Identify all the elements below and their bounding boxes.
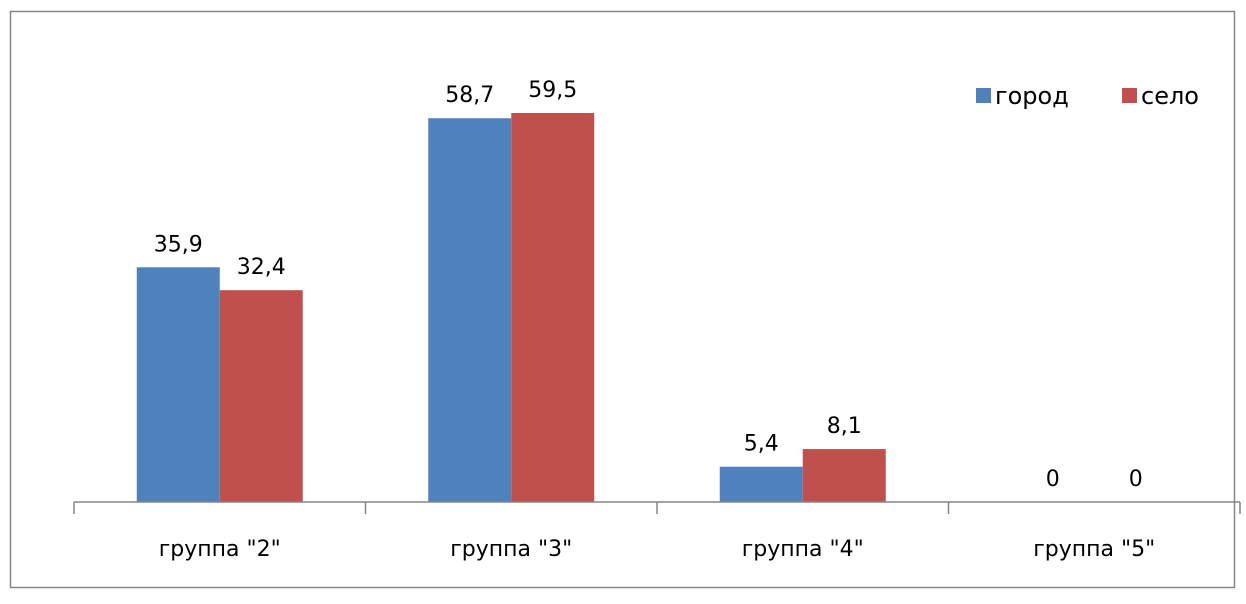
bar-город-3 [719,466,803,502]
legend-swatch-село [1122,88,1137,103]
data-label-город-1: 35,9 [154,232,203,257]
x-tick-label: группа "2" [159,537,281,562]
x-axis: группа "2" группа "3" группа "4" группа "5" [73,501,1241,562]
data-label-город-2: 58,7 [445,83,494,108]
bar-село-2 [511,113,595,502]
legend-swatch-город [976,88,991,103]
legend: город село [976,82,1199,110]
data-label-село-4: 0 [1129,467,1143,492]
bar-город-2 [428,118,512,502]
x-tick-label: группа "3" [450,537,572,562]
data-label-село-1: 32,4 [237,255,286,280]
data-label-город-3: 5,4 [744,432,779,457]
bar-город-1 [136,267,220,502]
bars-group [136,113,886,502]
data-label-село-3: 8,1 [827,414,862,439]
data-label-село-2: 59,5 [528,78,577,103]
value-labels-group: 35,9 32,4 58,7 59,5 5,4 8,1 0 0 [154,78,1143,492]
bar-село-1 [219,290,303,502]
x-tick-label: группа "5" [1033,537,1155,562]
legend-label-город: город [995,82,1069,110]
data-label-город-4: 0 [1046,467,1060,492]
bar-село-3 [802,449,886,502]
legend-label-село: село [1141,82,1199,110]
x-tick-label: группа "4" [742,537,864,562]
